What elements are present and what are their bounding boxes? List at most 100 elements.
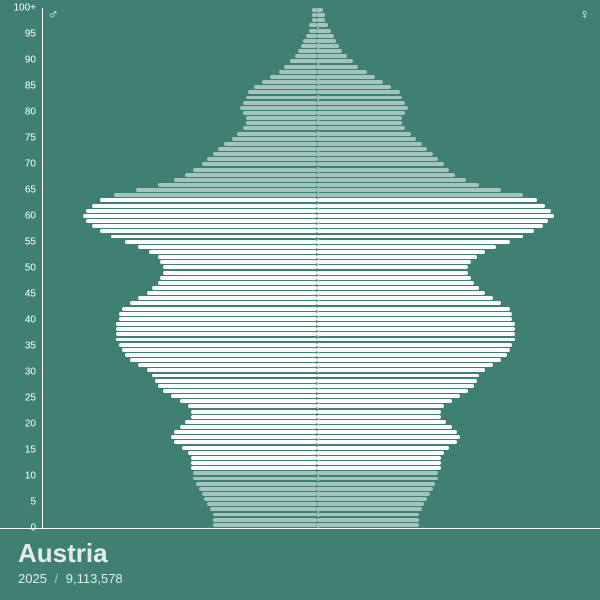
bar-row <box>42 250 592 255</box>
female-bar <box>317 384 474 388</box>
male-bar <box>122 307 317 311</box>
female-bar <box>317 348 510 352</box>
female-bar <box>317 502 424 506</box>
female-bar <box>317 368 485 372</box>
female-bar <box>317 250 485 254</box>
male-bar <box>92 224 318 228</box>
bar-row <box>42 301 592 306</box>
bar-row <box>42 307 592 312</box>
male-bar <box>158 384 318 388</box>
y-tick-label: 10 <box>0 471 36 482</box>
bar-row <box>42 34 592 39</box>
male-bar <box>202 162 318 166</box>
y-tick-label: 40 <box>0 315 36 326</box>
bar-row <box>42 404 592 409</box>
bar-row <box>42 487 592 492</box>
female-bar <box>317 34 334 38</box>
male-bar <box>116 327 317 331</box>
male-bar <box>174 440 317 444</box>
female-bar <box>317 70 367 74</box>
female-bar <box>317 214 554 218</box>
bar-row <box>42 132 592 137</box>
female-bar <box>317 518 419 522</box>
bar-row <box>42 348 592 353</box>
female-bar <box>317 162 444 166</box>
female-bar <box>317 497 427 501</box>
male-bar <box>185 173 317 177</box>
y-tick-label: 80 <box>0 107 36 118</box>
male-bar <box>188 451 317 455</box>
male-bar <box>254 85 317 89</box>
female-bar <box>317 204 545 208</box>
male-bar <box>224 142 318 146</box>
female-bar <box>317 430 457 434</box>
y-tick-label: 95 <box>0 29 36 40</box>
y-tick-label: 15 <box>0 445 36 456</box>
bar-row <box>42 8 592 13</box>
female-bar <box>317 49 342 53</box>
bar-row <box>42 338 592 343</box>
bar-row <box>42 90 592 95</box>
bar-row <box>42 142 592 147</box>
female-bar <box>317 96 402 100</box>
female-bar <box>317 435 460 439</box>
bar-row <box>42 85 592 90</box>
population-label: 9,113,578 <box>66 571 123 586</box>
y-tick-label: 55 <box>0 237 36 248</box>
male-bar <box>213 518 318 522</box>
female-bar <box>317 147 427 151</box>
female-bar <box>317 168 449 172</box>
bar-row <box>42 101 592 106</box>
bar-row <box>42 410 592 415</box>
male-bar <box>262 80 317 84</box>
y-tick-label: 20 <box>0 419 36 430</box>
bar-row <box>42 121 592 126</box>
female-bar <box>317 106 408 110</box>
bar-row <box>42 379 592 384</box>
male-bar <box>160 276 317 280</box>
bar-row <box>42 178 592 183</box>
y-tick-label: 65 <box>0 185 36 196</box>
bar-row <box>42 39 592 44</box>
male-bar <box>306 34 317 38</box>
female-bar <box>317 492 430 496</box>
male-bar <box>191 410 318 414</box>
male-bar <box>163 271 317 275</box>
male-bar <box>218 147 317 151</box>
bar-row <box>42 513 592 518</box>
bar-row <box>42 399 592 404</box>
male-bar <box>158 281 318 285</box>
female-bar <box>317 8 323 12</box>
bar-row <box>42 13 592 18</box>
female-bar <box>317 456 441 460</box>
bar-row <box>42 70 592 75</box>
female-bar <box>317 379 477 383</box>
bar-row <box>42 384 592 389</box>
bar-row <box>42 18 592 23</box>
bar-row <box>42 168 592 173</box>
male-bar <box>246 96 318 100</box>
female-bar <box>317 255 477 259</box>
male-bar <box>158 183 318 187</box>
female-bar <box>317 394 460 398</box>
female-bar <box>317 440 457 444</box>
female-bar <box>317 224 543 228</box>
male-bar <box>213 523 318 527</box>
female-bar <box>317 54 347 58</box>
bar-row <box>42 471 592 476</box>
bar-row <box>42 198 592 203</box>
y-tick-label: 45 <box>0 289 36 300</box>
male-bar <box>138 363 317 367</box>
female-bar <box>317 116 402 120</box>
male-bar <box>163 265 317 269</box>
male-bar <box>210 507 317 511</box>
bar-row <box>42 137 592 142</box>
male-bar <box>100 229 317 233</box>
female-bar <box>317 209 551 213</box>
female-bar <box>317 152 433 156</box>
chart-meta: 2025 / 9,113,578 <box>18 571 123 586</box>
female-bar <box>317 358 501 362</box>
bar-row <box>42 80 592 85</box>
female-bar <box>317 307 510 311</box>
female-bar <box>317 142 422 146</box>
